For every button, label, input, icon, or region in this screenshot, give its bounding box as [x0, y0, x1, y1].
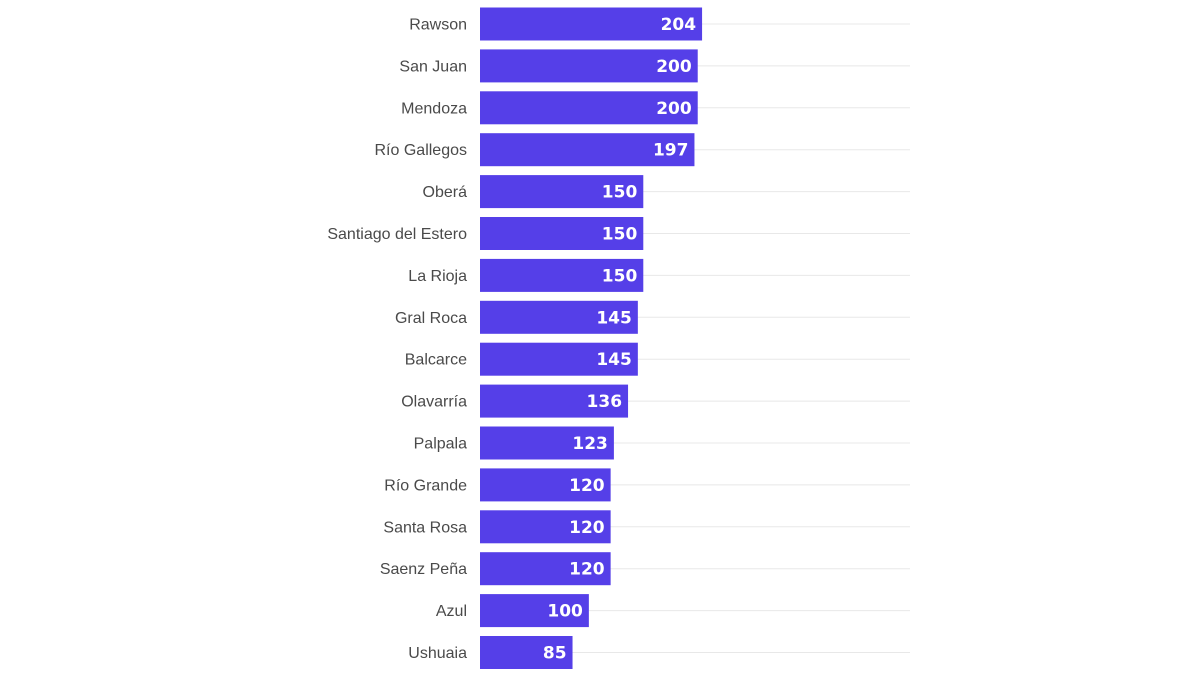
value-label: 150	[602, 266, 638, 286]
bar	[480, 468, 611, 502]
value-label: 100	[547, 602, 583, 622]
value-label: 120	[569, 518, 605, 538]
value-label: 204	[661, 15, 697, 35]
category-label: Balcarce	[405, 352, 467, 369]
value-label: 123	[572, 434, 608, 454]
category-label: Rawson	[409, 17, 467, 34]
bar-layer	[480, 7, 703, 669]
category-label: Oberá	[423, 184, 468, 201]
bar	[480, 133, 695, 167]
value-label: 150	[602, 225, 638, 245]
bar	[480, 342, 638, 376]
bar	[480, 552, 611, 586]
bar	[480, 49, 698, 83]
value-label: 120	[569, 476, 605, 496]
category-label: Gral Roca	[395, 310, 467, 327]
bar	[480, 258, 644, 292]
value-label: 120	[569, 560, 605, 580]
category-label: Santiago del Estero	[327, 226, 467, 243]
category-label: Santa Rosa	[383, 519, 467, 536]
bar	[480, 175, 644, 209]
category-label: Mendoza	[401, 100, 467, 117]
bar	[480, 300, 638, 334]
value-label: 136	[587, 392, 623, 412]
category-label: San Juan	[399, 58, 467, 75]
value-label: 145	[596, 308, 632, 328]
value-label: 200	[656, 57, 692, 77]
bar	[480, 7, 703, 41]
bar	[480, 217, 644, 250]
bar	[480, 384, 629, 418]
category-label: Palpala	[414, 436, 467, 453]
category-label: Azul	[436, 603, 467, 620]
label-layer: Rawson 204 San Juan 200 Mendoza 200 Río Galleg…	[327, 15, 696, 664]
bar	[480, 594, 589, 628]
value-label: 200	[656, 99, 692, 119]
bar	[480, 426, 614, 460]
category-label: Río Gallegos	[375, 142, 468, 159]
bar	[480, 510, 611, 544]
value-label: 145	[596, 350, 632, 370]
category-label: Olavarría	[401, 394, 467, 411]
category-label: Río Grande	[384, 477, 467, 494]
value-label: 150	[602, 183, 638, 203]
category-label: La Rioja	[408, 268, 467, 285]
bar	[480, 636, 573, 669]
value-label: 85	[543, 644, 567, 664]
value-label: 197	[653, 141, 689, 161]
category-label: Ushuaia	[408, 645, 467, 662]
bar	[480, 91, 698, 125]
category-label: Saenz Peña	[380, 561, 467, 578]
